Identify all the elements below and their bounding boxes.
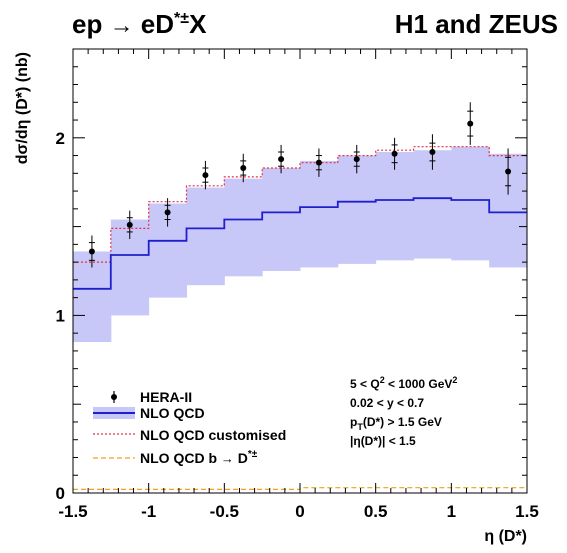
x-axis-title: η (D*) <box>484 528 527 545</box>
svg-text:NLO QCD b → D*±: NLO QCD b → D*± <box>140 449 258 466</box>
y-tick-label: 1 <box>56 306 65 325</box>
data-point <box>278 156 285 163</box>
legend-entry-nlo-qcd-customised: NLO QCD customised <box>93 427 286 443</box>
x-tick-label: -1.5 <box>58 502 87 521</box>
data-point <box>353 156 360 163</box>
nlo-band-bin <box>300 160 339 268</box>
nlo-band-bin <box>337 155 377 264</box>
y-tick-label: 2 <box>56 129 65 148</box>
legend-entry-nlo-qcd-b: NLO QCD b → D*± <box>93 449 258 466</box>
data-point <box>164 209 171 216</box>
nlo-band-bin <box>451 146 490 261</box>
series-line-2 <box>73 146 527 263</box>
series-line-1 <box>73 197 527 290</box>
svg-text:HERA-II: HERA-II <box>140 389 192 405</box>
data-point <box>391 150 398 157</box>
x-tick-label: 1.5 <box>515 502 539 521</box>
data-point <box>88 248 95 255</box>
x-tick-label: -0.5 <box>210 502 239 521</box>
data-point <box>429 149 436 156</box>
data-point <box>315 159 322 166</box>
legend-entry-nlo-qcd: NLO QCD <box>93 405 205 421</box>
data-point <box>505 168 512 175</box>
y-axis-ticks: 0 1 2 <box>56 48 527 503</box>
svg-text:NLO QCD customised: NLO QCD customised <box>140 427 286 443</box>
x-tick-label: 1 <box>447 502 456 521</box>
y-tick-label: 0 <box>56 484 65 503</box>
kinematic-cuts: 5 < Q2 < 1000 GeV2 0.02 < y < 0.7 pT(D*)… <box>350 375 457 448</box>
nlo-band-bin <box>186 187 225 286</box>
chart-title-left: ep → eD*±X <box>72 9 207 39</box>
cut-y: 0.02 < y < 0.7 <box>350 396 424 410</box>
y-axis-title: dσ/dη (D*) (nb) <box>14 52 31 164</box>
cut-pt: pT(D*) > 1.5 GeV <box>350 415 442 432</box>
cut-q2: 5 < Q2 < 1000 GeV2 <box>350 375 457 391</box>
nlo-band-layer <box>73 146 528 343</box>
nlo-band-bin <box>224 178 263 277</box>
legend: HERA-II NLO QCD NLO QCD customised NLO Q… <box>93 389 286 466</box>
x-tick-label: 0 <box>295 502 304 521</box>
chart-title-right: H1 and ZEUS <box>395 9 558 39</box>
data-points-layer <box>88 102 512 268</box>
data-point <box>202 172 209 179</box>
data-point <box>240 164 247 171</box>
data-point <box>467 120 474 127</box>
nlo-band-bin <box>262 167 301 271</box>
nlo-band-bin <box>375 152 414 261</box>
x-axis-ticks: -1.5 -1 -0.5 0 0.5 1 1.5 <box>58 49 539 521</box>
legend-entry-hera-ii: HERA-II <box>111 389 192 405</box>
x-tick-label: -1 <box>141 502 156 521</box>
data-point <box>126 221 133 228</box>
svg-text:NLO QCD: NLO QCD <box>140 405 205 421</box>
cut-eta: |η(D*)| < 1.5 <box>350 434 416 448</box>
x-tick-label: 0.5 <box>364 502 388 521</box>
